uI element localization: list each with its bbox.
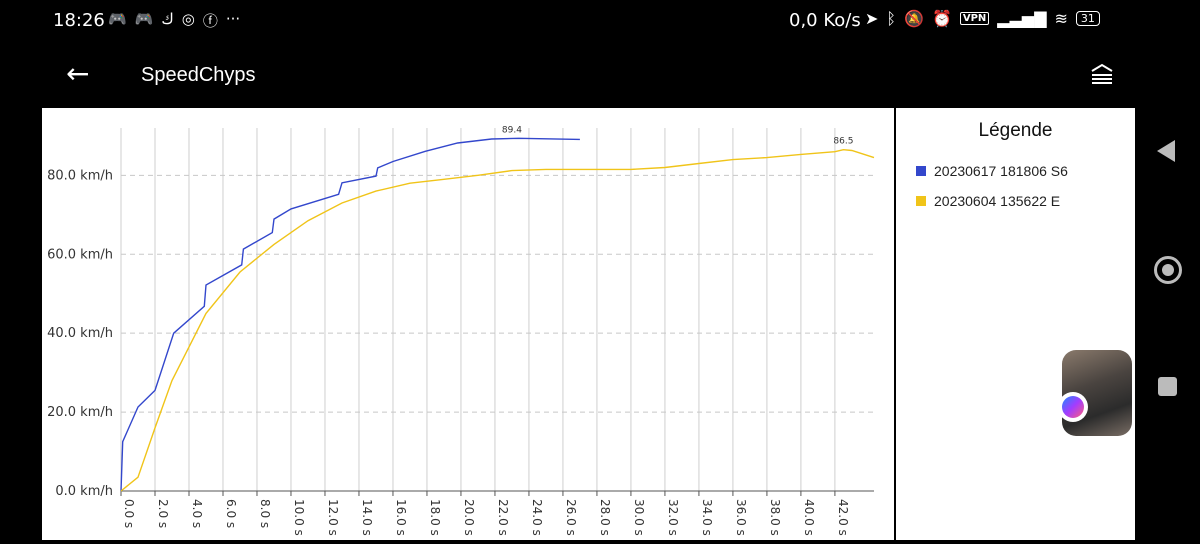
nav-home-icon[interactable] [1154,256,1182,284]
x-tick-label: 20.0 s [462,499,476,536]
y-tick-label: 20.0 km/h [47,405,113,420]
nav-recents-icon[interactable] [1158,377,1177,396]
max-value-label: 86.5 [833,137,853,147]
messenger-icon [1058,392,1088,422]
legend-label: 20230617 181806 S6 [934,163,1068,179]
max-value-label: 89.4 [502,125,522,135]
y-tick-label: 40.0 km/h [47,326,113,341]
discord-icon: 🎮 [134,10,154,28]
x-tick-label: 16.0 s [394,499,408,536]
facebook-icon: ⓕ [202,12,218,30]
instagram-icon: ◎ [181,10,195,28]
vpn-icon: VPN [959,12,990,25]
x-tick-label: 36.0 s [734,499,748,536]
x-tick-label: 6.0 s [224,499,238,528]
x-tick-label: 12.0 s [326,499,340,536]
battery-icon: 31 [1075,11,1100,26]
signal-icon: ▂▃▅▇ [997,9,1047,28]
x-tick-label: 32.0 s [666,499,680,536]
layers-menu-icon[interactable] [1090,62,1114,86]
legend-swatch [916,166,926,176]
x-tick-label: 30.0 s [632,499,646,536]
chart-panel: 0.0 s 2.0 s 4.0 s 6.0 s 8.0 s 10.0 s 12.0 s 14.… [42,108,894,540]
x-tick-label: 34.0 s [700,499,714,536]
page-title: SpeedChyps [141,64,256,86]
legend-item[interactable]: 20230617 181806 S6 [916,163,1068,179]
status-time: 18:26 [53,10,105,31]
x-tick-label: 26.0 s [564,499,578,536]
bluetooth-icon: ᛒ [886,9,897,28]
notification-icons: 🎮 🎮 ك ◎ ⓕ ··· [108,10,240,31]
x-tick-label: 40.0 s [802,499,816,536]
network-speed: 0,0 Ko/s [789,10,861,31]
legend-swatch [916,196,926,206]
legend-item[interactable]: 20230604 135622 E [916,193,1060,209]
y-tick-label: 0.0 km/h [55,484,113,499]
x-tick-label: 28.0 s [598,499,612,536]
app-icon: ك [161,10,174,28]
legend-label: 20230604 135622 E [934,193,1061,209]
alarm-icon: ⏰ [931,9,952,28]
y-tick-label: 80.0 km/h [47,168,113,183]
x-tick-label: 14.0 s [360,499,374,536]
x-tick-label: 24.0 s [530,499,544,536]
legend-title: Légende [978,120,1053,141]
series-line [120,137,580,492]
x-tick-label: 0.0 s [122,499,136,528]
system-nav-bar [1140,108,1200,540]
x-tick-label: 38.0 s [768,499,782,536]
series-line [120,148,875,492]
wifi-icon: ≋ [1054,9,1068,28]
nav-back-icon[interactable] [1157,140,1175,162]
x-tick-label: 10.0 s [292,499,306,536]
y-tick-label: 60.0 km/h [47,247,113,262]
location-icon: ➤ [865,9,879,28]
discord-icon: 🎮 [108,10,127,28]
mute-icon: 🔕 [904,9,924,28]
system-icons: ➤ ᛒ 🔕 ⏰ VPN ▂▃▅▇ ≋ 31 [865,9,1100,28]
back-arrow-icon[interactable]: ← [66,57,90,90]
more-icon: ··· [225,10,241,28]
status-bar: 18:26 🎮 🎮 ك ◎ ⓕ ··· 0,0 Ko/s ➤ ᛒ 🔕 ⏰ VPN… [0,0,1200,42]
legend-panel: Légende 20230617 181806 S6 20230604 1356… [896,108,1135,540]
x-tick-label: 18.0 s [428,499,442,536]
speed-chart: 0.0 s 2.0 s 4.0 s 6.0 s 8.0 s 10.0 s 12.0 s 14.… [47,125,875,536]
x-tick-label: 8.0 s [258,499,272,528]
x-tick-label: 42.0 s [836,499,850,536]
x-tick-label: 4.0 s [190,499,204,528]
x-tick-label: 22.0 s [496,499,510,536]
x-tick-label: 2.0 s [156,499,170,528]
